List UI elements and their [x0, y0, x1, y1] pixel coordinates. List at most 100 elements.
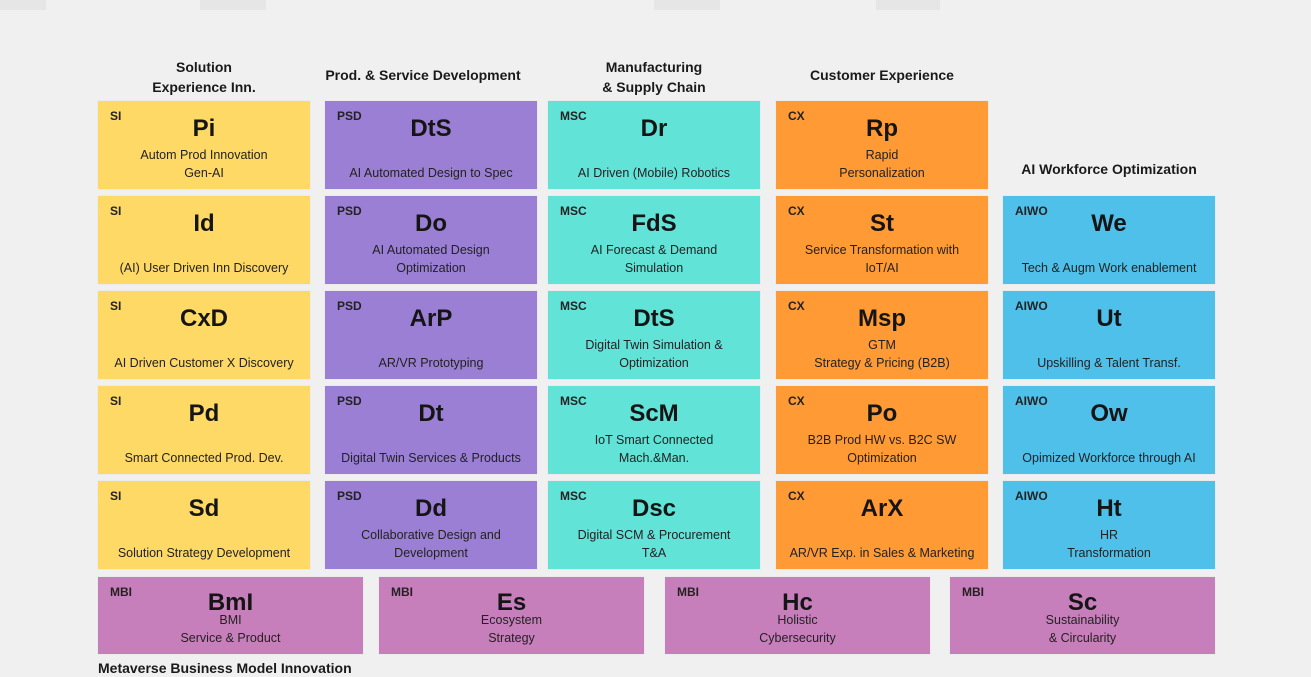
tile-description: Sustainability & Circularity: [1045, 613, 1120, 645]
psd-tile: PSD Dt Digital Twin Services & Products: [325, 386, 537, 474]
tile-abbreviation: ArP: [409, 305, 453, 332]
si-tile: SI CxD AI Driven Customer X Discovery: [98, 291, 310, 379]
tile-tag: AIWO: [1015, 204, 1048, 218]
psd-tile: PSD Dd Collaborative Design and Developmen…: [325, 481, 537, 569]
tile-tag: SI: [110, 299, 122, 313]
msc-tile: MSC Dr AI Driven (Mobile) Robotics: [548, 101, 760, 189]
tile-abbreviation: Dsc: [631, 495, 677, 522]
tile-abbreviation: Sd: [188, 495, 220, 522]
tile-tag: SI: [110, 394, 122, 408]
tile-abbreviation: Do: [415, 210, 447, 237]
psd-tile: PSD ArP AR/VR Prototyping: [325, 291, 537, 379]
tile-abbreviation: Pd: [188, 400, 220, 427]
tile-description: AI Driven (Mobile) Robotics: [577, 166, 731, 180]
tile-description: Smart Connected Prod. Dev.: [124, 451, 284, 465]
tile-abbreviation: ArX: [860, 495, 904, 522]
tile-description: Holistic Cybersecurity: [759, 613, 836, 645]
top-strip: [654, 0, 720, 10]
mbi-tile: MBI BmI BMI Service & Product: [98, 577, 363, 654]
tile-tag: CX: [788, 394, 805, 408]
tile-tag: PSD: [337, 204, 362, 218]
tile-description: Tech & Augm Work enablement: [1021, 261, 1197, 275]
tile-tag: AIWO: [1015, 394, 1048, 408]
tile-tag: SI: [110, 109, 122, 123]
top-strip: [0, 0, 46, 10]
tile-description: HR Transformation: [1067, 528, 1151, 560]
tile-abbreviation: Ut: [1096, 305, 1122, 332]
tile-abbreviation: Id: [193, 210, 215, 237]
tile-description: AI Forecast & Demand Simulation: [590, 243, 718, 275]
tile-abbreviation: Es: [496, 589, 527, 616]
footer-label: Metaverse Business Model Innovation: [98, 660, 352, 676]
cx-tile: CX Rp Rapid Personalization: [776, 101, 988, 189]
tile-tag: SI: [110, 204, 122, 218]
mbi-tile: MBI Hc Holistic Cybersecurity: [665, 577, 930, 654]
tile-description: GTM Strategy & Pricing (B2B): [814, 338, 950, 370]
tile-abbreviation: Ow: [1090, 400, 1128, 427]
tile-abbreviation: St: [870, 210, 894, 237]
header-si: Solution Experience Inn.: [152, 59, 256, 95]
tile-abbreviation: ScM: [629, 400, 679, 427]
tile-description: Autom Prod Innovation Gen-AI: [140, 148, 268, 180]
tile-abbreviation: We: [1091, 210, 1127, 237]
tile-tag: MSC: [560, 299, 587, 313]
si-tile: SI Pd Smart Connected Prod. Dev.: [98, 386, 310, 474]
tile-description: AI Driven Customer X Discovery: [114, 356, 294, 370]
header-aiwo: AI Workforce Optimization: [1021, 161, 1197, 177]
tile-tag: PSD: [337, 394, 362, 408]
si-tile: SI Pi Autom Prod Innovation Gen-AI: [98, 101, 310, 189]
tile-description: AR/VR Prototyping: [378, 356, 484, 370]
tile-abbreviation: FdS: [631, 210, 677, 237]
tile-description: IoT Smart Connected Mach.&Man.: [594, 433, 714, 465]
cx-tile: CX Msp GTM Strategy & Pricing (B2B): [776, 291, 988, 379]
cx-tile: CX St Service Transformation with IoT/AI: [776, 196, 988, 284]
tile-abbreviation: Msp: [858, 305, 906, 332]
tile-description: AR/VR Exp. in Sales & Marketing: [789, 546, 975, 560]
tile-abbreviation: Dr: [640, 115, 668, 142]
tile-abbreviation: BmI: [207, 589, 254, 616]
aiwo-tile: AIWO Ut Upskilling & Talent Transf.: [1003, 291, 1215, 379]
tile-tag: MBI: [110, 585, 132, 599]
tile-tag: SI: [110, 489, 122, 503]
si-tile: SI Id (AI) User Driven Inn Discovery: [98, 196, 310, 284]
tile-description: Ecosystem Strategy: [480, 613, 543, 645]
tile-tag: PSD: [337, 299, 362, 313]
tile-description: AI Automated Design Optimization: [372, 243, 490, 275]
aiwo-tile: AIWO We Tech & Augm Work enablement: [1003, 196, 1215, 284]
tile-tag: PSD: [337, 489, 362, 503]
tile-tag: PSD: [337, 109, 362, 123]
cx-tile: CX ArX AR/VR Exp. in Sales & Marketing: [776, 481, 988, 569]
msc-tile: MSC FdS AI Forecast & Demand Simulation: [548, 196, 760, 284]
tile-description: (AI) User Driven Inn Discovery: [119, 261, 289, 275]
tile-tag: MBI: [677, 585, 699, 599]
msc-tile: MSC Dsc Digital SCM & Procurement T&A: [548, 481, 760, 569]
msc-tile: MSC DtS Digital Twin Simulation & Optimiza…: [548, 291, 760, 379]
tile-description: Digital Twin Simulation & Optimization: [585, 338, 723, 370]
tile-abbreviation: Hc: [782, 589, 813, 616]
tile-tag: CX: [788, 204, 805, 218]
top-strip: [876, 0, 940, 10]
tile-description: AI Automated Design to Spec: [349, 166, 513, 180]
tile-tag: MBI: [391, 585, 413, 599]
tile-tag: MSC: [560, 204, 587, 218]
tile-tag: AIWO: [1015, 299, 1048, 313]
tile-description: Collaborative Design and Development: [361, 528, 501, 560]
tile-abbreviation: Po: [866, 400, 898, 427]
tile-tag: MSC: [560, 109, 587, 123]
header-msc: Manufacturing & Supply Chain: [602, 59, 706, 95]
tile-abbreviation: DtS: [633, 305, 675, 332]
psd-tile: PSD Do AI Automated Design Optimization: [325, 196, 537, 284]
tile-tag: MSC: [560, 489, 587, 503]
tile-abbreviation: Pi: [192, 115, 216, 142]
tile-abbreviation: Ht: [1096, 495, 1122, 522]
tile-description: Service Transformation with IoT/AI: [804, 243, 960, 275]
si-tile: SI Sd Solution Strategy Development: [98, 481, 310, 569]
tile-description: B2B Prod HW vs. B2C SW Optimization: [807, 433, 957, 465]
cx-tile: CX Po B2B Prod HW vs. B2C SW Optimization: [776, 386, 988, 474]
aiwo-tile: AIWO Ow Opimized Workforce through AI: [1003, 386, 1215, 474]
tile-abbreviation: Rp: [866, 115, 898, 142]
tile-description: Solution Strategy Development: [117, 546, 291, 560]
msc-tile: MSC ScM IoT Smart Connected Mach.&Man.: [548, 386, 760, 474]
tile-abbreviation: Dt: [418, 400, 444, 427]
tile-tag: AIWO: [1015, 489, 1048, 503]
